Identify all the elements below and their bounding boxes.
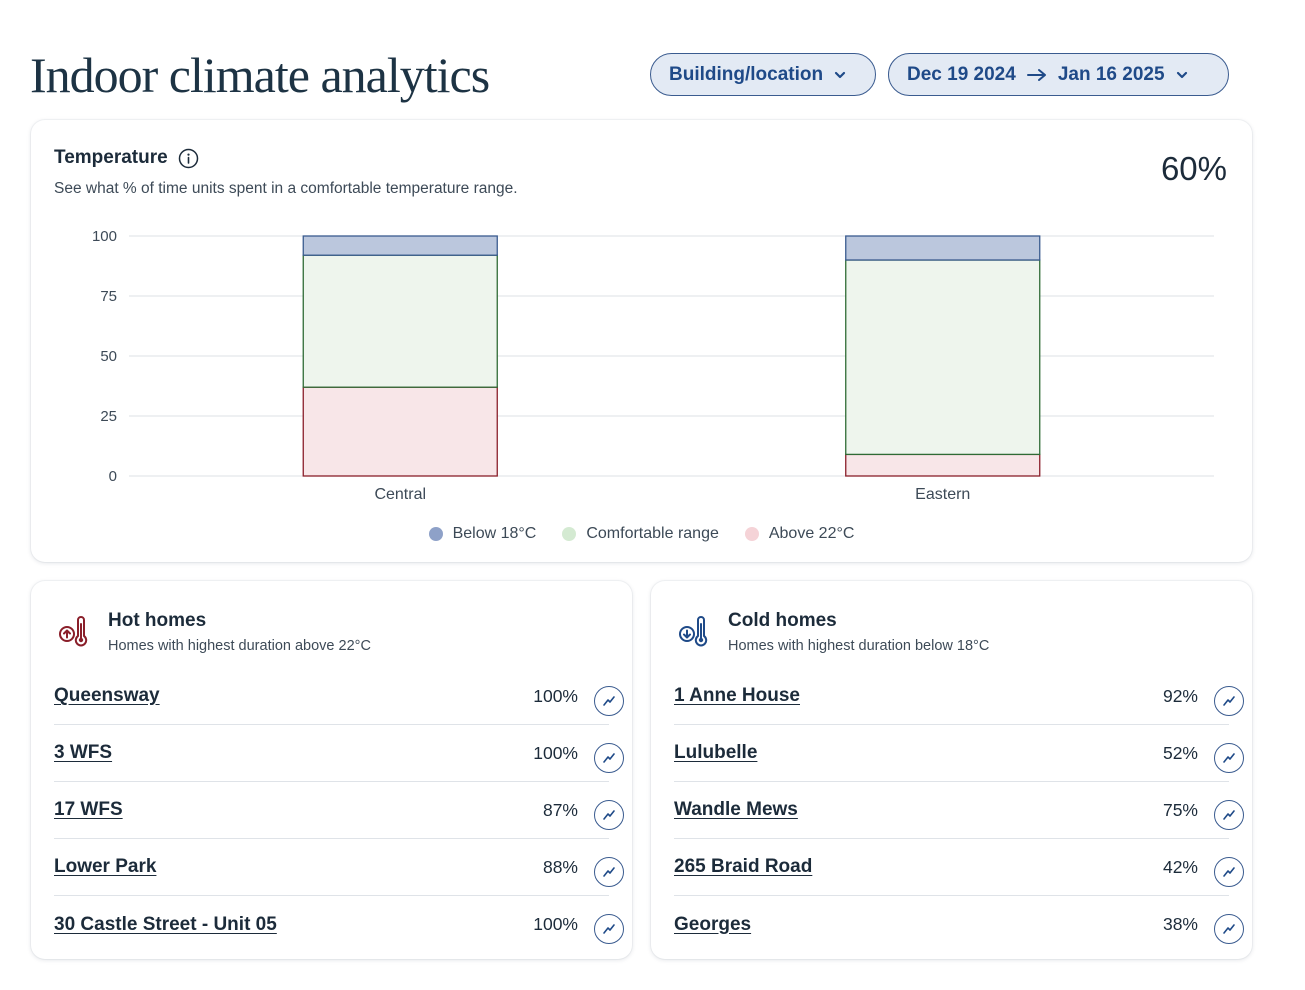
- cold-homes-subtitle: Homes with highest duration below 18°C: [728, 638, 990, 654]
- home-value: 100%: [533, 685, 578, 706]
- trend-icon: [603, 753, 615, 763]
- date-start: Dec 19 2024: [907, 63, 1016, 85]
- home-link[interactable]: 265 Braid Road: [674, 856, 813, 877]
- trend-icon: [603, 696, 615, 706]
- bar-segment: [302, 386, 498, 477]
- home-value: 92%: [1162, 685, 1198, 706]
- info-icon[interactable]: [178, 148, 199, 169]
- page-title: Indoor climate analytics: [30, 47, 490, 103]
- home-value: 75%: [1162, 799, 1198, 820]
- y-tick-label: 50: [100, 348, 117, 365]
- bar-segment: [845, 453, 1041, 477]
- home-link[interactable]: Georges: [674, 913, 752, 935]
- trend-icon: [603, 867, 615, 877]
- legend-swatch: [562, 527, 577, 541]
- home-value: 52%: [1162, 742, 1198, 763]
- home-value: 38%: [1162, 914, 1198, 934]
- cold-homes-title: Cold homes: [728, 610, 837, 631]
- trend-icon: [1223, 810, 1235, 820]
- home-link[interactable]: Lower Park: [54, 856, 157, 877]
- home-value: 88%: [542, 856, 578, 877]
- home-link[interactable]: 30 Castle Street - Unit 05: [54, 913, 277, 935]
- bar-segment: [845, 235, 1041, 261]
- trend-button[interactable]: [594, 914, 624, 944]
- temperature-card: Temperature See what % of time units spe…: [31, 120, 1252, 562]
- legend-item: Below 18°C: [428, 525, 537, 543]
- legend-label: Comfortable range: [586, 525, 719, 542]
- legend-swatch: [744, 527, 759, 541]
- temperature-subtitle: See what % of time units spent in a comf…: [54, 180, 518, 197]
- trend-icon: [603, 924, 615, 934]
- legend-label: Above 22°C: [768, 525, 855, 542]
- trend-icon: [603, 810, 615, 820]
- chevron-down-icon: [835, 71, 846, 78]
- trend-button[interactable]: [594, 857, 624, 887]
- bar-segment: [302, 235, 498, 256]
- temperature-overall-pct: 60%: [1160, 150, 1227, 187]
- home-value: 100%: [533, 742, 578, 763]
- trend-icon: [1223, 753, 1235, 763]
- thermometer-up-icon: [59, 616, 88, 647]
- location-filter-label: Building/location: [669, 63, 824, 85]
- trend-button[interactable]: [594, 743, 624, 773]
- legend-item: Above 22°C: [744, 525, 855, 543]
- list-item: Wandle Mews 75%: [674, 782, 1244, 839]
- y-tick-label: 25: [100, 408, 117, 425]
- list-item: 30 Castle Street - Unit 05 100%: [54, 896, 624, 953]
- trend-icon: [1223, 696, 1235, 706]
- cold-homes-list: 1 Anne House 92% Lulubelle 52% Wandle Me…: [674, 668, 1244, 953]
- home-link[interactable]: Lulubelle: [674, 742, 758, 763]
- legend-label: Below 18°C: [452, 525, 537, 542]
- chart-legend: Below 18°C Comfortable range Above 22°C: [31, 525, 1252, 543]
- hot-homes-subtitle: Homes with highest duration above 22°C: [108, 638, 371, 654]
- home-link[interactable]: 1 Anne House: [674, 685, 800, 706]
- home-value: 42%: [1162, 856, 1198, 877]
- legend-swatch: [428, 527, 443, 541]
- hot-homes-title: Hot homes: [108, 610, 207, 631]
- legend-item: Comfortable range: [562, 525, 719, 543]
- x-tick-label: Eastern: [915, 486, 970, 503]
- home-link[interactable]: 3 WFS: [54, 742, 113, 763]
- list-item: Georges 38%: [674, 896, 1244, 953]
- trend-icon: [1223, 924, 1235, 934]
- list-item: 17 WFS 87%: [54, 782, 624, 839]
- home-link[interactable]: 17 WFS: [54, 799, 123, 820]
- temperature-chart: 0 25 50 75 100 Central Eastern: [92, 228, 1214, 503]
- home-value: 87%: [542, 799, 578, 820]
- list-item: 3 WFS 100%: [54, 725, 624, 782]
- list-item: Queensway 100%: [54, 668, 624, 725]
- bar-segment: [845, 259, 1041, 456]
- home-link[interactable]: Queensway: [54, 685, 160, 706]
- list-item: 1 Anne House 92%: [674, 668, 1244, 725]
- temperature-title: Temperature: [54, 147, 199, 169]
- trend-button[interactable]: [1214, 914, 1244, 944]
- trend-button[interactable]: [594, 686, 624, 716]
- trend-button[interactable]: [594, 800, 624, 830]
- hot-homes-card: Hot homes Homes with highest duration ab…: [31, 581, 632, 959]
- list-item: Lulubelle 52%: [674, 725, 1244, 782]
- x-tick-label: Central: [374, 486, 426, 503]
- trend-button[interactable]: [1214, 800, 1244, 830]
- trend-button[interactable]: [1214, 857, 1244, 887]
- y-tick-label: 0: [109, 468, 117, 485]
- cold-homes-card: Cold homes Homes with highest duration b…: [651, 581, 1252, 959]
- y-tick-label: 100: [92, 228, 117, 245]
- trend-icon: [1223, 867, 1235, 877]
- trend-button[interactable]: [1214, 743, 1244, 773]
- temperature-title-text: Temperature: [54, 147, 168, 168]
- home-value: 100%: [533, 914, 578, 934]
- y-tick-label: 75: [100, 288, 117, 305]
- chevron-down-icon: [1176, 71, 1187, 78]
- list-item: 265 Braid Road 42%: [674, 839, 1244, 896]
- list-item: Lower Park 88%: [54, 839, 624, 896]
- bar-segment: [302, 254, 498, 388]
- date-end: Jan 16 2025: [1057, 63, 1165, 85]
- date-range-button[interactable]: Dec 19 2024 Jan 16 2025: [888, 53, 1229, 96]
- thermometer-down-icon: [679, 616, 708, 647]
- trend-button[interactable]: [1214, 686, 1244, 716]
- hot-homes-list: Queensway 100% 3 WFS 100% 17 WFS 87% Low…: [54, 668, 624, 953]
- home-link[interactable]: Wandle Mews: [674, 799, 798, 820]
- location-filter-button[interactable]: Building/location: [650, 53, 876, 96]
- arrow-right-icon: [1026, 68, 1046, 81]
